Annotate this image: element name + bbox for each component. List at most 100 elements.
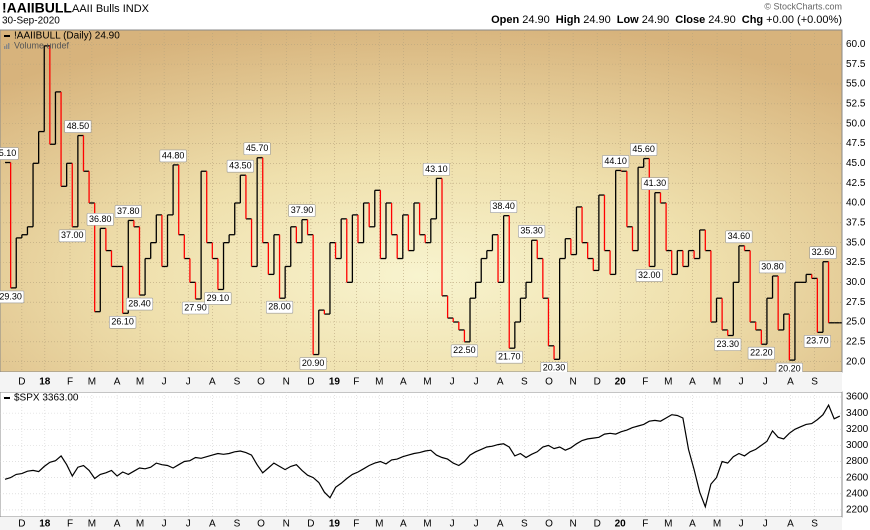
- value-label-box: [758, 260, 787, 274]
- y-tick-label: 47.5: [846, 138, 866, 149]
- legend-entry: !AAIIBULL (Daily) 24.90: [14, 31, 120, 42]
- x-tick-label: J: [450, 377, 455, 388]
- y-tick-label: 2600: [846, 472, 869, 483]
- x-tick-label: D: [594, 377, 601, 388]
- quote-label: Open: [491, 14, 519, 26]
- value-label-box: [725, 230, 753, 244]
- y-tick-label: 22.5: [846, 336, 866, 347]
- y-tick-label: 57.5: [846, 59, 866, 70]
- value-label: 27.90: [184, 302, 207, 312]
- value-label-box: [86, 213, 114, 226]
- value-label: 37.80: [117, 206, 140, 216]
- value-label-box: [181, 301, 210, 315]
- price-plot: 45.10 29.30 37.00 48.50 36.80 26.10 37.80 28.40…: [0, 30, 842, 373]
- quote-label: Close: [675, 14, 705, 26]
- x-tick-label: O: [257, 377, 265, 388]
- value-label-box: [641, 177, 669, 190]
- x-tick-label: O: [545, 519, 553, 530]
- y-tick-label: 3400: [846, 408, 869, 419]
- x-tick-label: J: [763, 377, 768, 388]
- value-label: 43.10: [425, 164, 448, 174]
- value-label: 30.80: [761, 261, 784, 271]
- y-tick-label: 37.5: [846, 217, 866, 228]
- value-label-box: [803, 335, 831, 348]
- value-label-box: [243, 142, 271, 156]
- date: 30-Sep-2020: [2, 16, 60, 27]
- x-tick-label: J: [450, 519, 455, 530]
- value-label-box: [630, 143, 658, 156]
- x-axis-strip: [0, 517, 842, 530]
- spx-plot: [0, 392, 842, 517]
- y-tick-label: 3000: [846, 440, 869, 451]
- y-tick-label: 50.0: [846, 118, 866, 129]
- value-label-box: [125, 297, 154, 311]
- x-tick-label: 18: [39, 519, 51, 530]
- spx-panel: [0, 391, 843, 518]
- value-label-box: [747, 346, 775, 360]
- x-tick-label: J: [763, 519, 768, 530]
- value-label: 38.40: [492, 201, 515, 211]
- legend-icon: [4, 46, 6, 49]
- price-line: [4, 403, 841, 509]
- y-tick-label: 2400: [846, 488, 869, 499]
- value-label: 32.60: [812, 247, 835, 257]
- value-label: 23.30: [716, 339, 739, 349]
- x-tick-label: D: [18, 519, 25, 530]
- x-tick-label: M: [664, 519, 672, 530]
- x-tick-label: S: [234, 377, 241, 388]
- x-tick-label: S: [521, 519, 528, 530]
- x-tick-label: A: [689, 519, 696, 530]
- x-tick-label: J: [186, 519, 191, 530]
- y-tick-label: 55.0: [846, 79, 866, 90]
- value-label: 29.10: [207, 293, 230, 303]
- value-label-box: [450, 344, 478, 358]
- symbol-name: AAII Bulls INDX: [72, 3, 150, 15]
- x-tick-label: O: [257, 519, 265, 530]
- value-label: 44.80: [162, 150, 185, 160]
- y-tick-label: 45.0: [846, 158, 866, 169]
- x-tick-label: N: [569, 377, 576, 388]
- quote-value: 24.90: [583, 14, 611, 26]
- value-label-box: [64, 120, 92, 133]
- value-label: 37.90: [291, 205, 314, 215]
- value-label: 28.40: [128, 298, 151, 308]
- x-tick-label: D: [594, 519, 601, 530]
- quote-label: Chg: [742, 14, 763, 26]
- x-tick-label: S: [234, 519, 241, 530]
- value-label-box: [204, 292, 232, 305]
- y-tick-label: 40.0: [846, 198, 866, 209]
- value-label: 23.70: [806, 336, 829, 346]
- value-label: 29.30: [0, 291, 22, 301]
- x-tick-label: M: [375, 519, 383, 530]
- x-tick-label: M: [136, 377, 144, 388]
- x-tick-label: A: [787, 377, 794, 388]
- x-tick-label: A: [400, 377, 407, 388]
- x-tick-label: M: [423, 377, 431, 388]
- x-tick-label: J: [474, 377, 479, 388]
- value-label: 35.30: [520, 226, 543, 236]
- x-tick-label: D: [18, 377, 25, 388]
- y-tick-label: 20.0: [846, 356, 866, 367]
- value-label-box: [809, 246, 837, 260]
- quote-value: 24.90: [522, 14, 550, 26]
- x-tick-label: M: [136, 519, 144, 530]
- quote-label: High: [556, 14, 581, 26]
- value-label-box: [495, 350, 523, 364]
- value-label-box: [422, 163, 450, 176]
- y-tick-label: 3200: [846, 424, 869, 435]
- value-label: 20.30: [543, 363, 566, 373]
- value-label: 37.00: [61, 230, 84, 240]
- y-tick-label: 25.0: [846, 317, 866, 328]
- legend-icon: [6, 44, 8, 49]
- x-tick-label: M: [713, 377, 721, 388]
- value-label-box: [288, 204, 316, 217]
- value-label-box: [518, 224, 546, 238]
- value-label: 32.00: [638, 270, 661, 280]
- symbol: !AAIIBULL: [2, 0, 72, 16]
- y-tick-label: 30.0: [846, 277, 866, 288]
- x-tick-label: M: [88, 377, 96, 388]
- x-tick-label: N: [283, 377, 290, 388]
- value-label: 45.10: [0, 148, 16, 158]
- x-tick-label: F: [67, 377, 73, 388]
